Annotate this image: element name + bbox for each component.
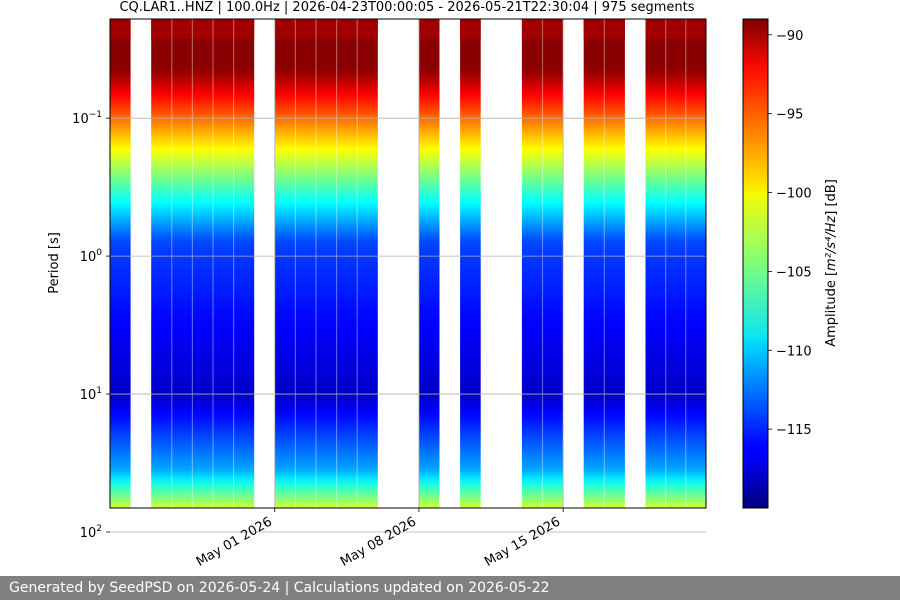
data-segment [583, 19, 625, 508]
segment-fill [645, 19, 706, 508]
chart-title: CQ.LAR1..HNZ | 100.0Hz | 2026-04-23T00:0… [119, 0, 694, 15]
data-segment [151, 19, 255, 508]
colorbar-label-prefix: Amplitude [ [824, 271, 839, 347]
colorbar-tick-label: −100 [776, 187, 812, 202]
x-tick-label: May 15 2026 [482, 514, 563, 569]
data-segment [418, 19, 440, 508]
footer-bar: Generated by SeedPSD on 2026-05-24 | Cal… [0, 576, 900, 600]
y-axis-label: Period [s] [47, 232, 62, 294]
y-tick-exponent: 0 [96, 248, 102, 258]
data-segment [521, 19, 564, 508]
y-tick-label: 101 [80, 386, 102, 403]
segment-top-band [274, 19, 378, 39]
data-segment [274, 19, 378, 508]
y-tick-exponent: 2 [96, 524, 102, 534]
segment-fill [110, 19, 131, 508]
segment-fill [521, 19, 564, 508]
colorbar-label-unit: m²/s⁴/Hz [824, 215, 839, 271]
colorbar-ticks: −90 −95 −100 −105 −110 −115 [768, 29, 812, 438]
segment-top-band [418, 19, 440, 39]
y-tick-base: 10 [80, 388, 97, 403]
x-axis: May 01 2026 May 08 2026 May 15 2026 [194, 508, 564, 570]
data-segments [110, 19, 706, 508]
colorbar-gradient [742, 18, 769, 509]
colorbar-tick-label: −105 [776, 265, 812, 280]
segment-fill [583, 19, 625, 508]
segment-top-band [645, 19, 706, 39]
colorbar-label-suffix: ] [dB] [824, 179, 839, 216]
x-tick-label: May 08 2026 [338, 514, 419, 569]
colorbar-tick-label: −95 [776, 108, 803, 123]
plot-frame [109, 18, 707, 509]
segment-fill [418, 19, 440, 508]
grid-lines [110, 19, 706, 533]
data-segment [460, 19, 481, 508]
colorbar: −90 −95 −100 −105 −110 −115 Amplitude [m²/s⁴/… [742, 18, 839, 509]
footer-text: Generated by SeedPSD on 2026-05-24 | Cal… [9, 580, 550, 596]
y-tick-base: 10 [72, 112, 89, 127]
segment-fill [460, 19, 481, 508]
y-tick-base: 10 [80, 526, 97, 541]
data-segment [110, 19, 131, 508]
segment-fill [274, 19, 378, 508]
segment-fill [151, 19, 255, 508]
y-tick-exponent: −1 [89, 110, 102, 120]
colorbar-tick-label: −90 [776, 29, 803, 44]
segment-top-band [583, 19, 625, 39]
spectrogram-chart: CQ.LAR1..HNZ | 100.0Hz | 2026-04-23T00:0… [47, 0, 839, 570]
segment-top-band [151, 19, 255, 39]
data-segment [645, 19, 706, 508]
colorbar-tick-label: −110 [776, 344, 812, 359]
colorbar-label: Amplitude [m²/s⁴/Hz] [dB] [824, 179, 839, 347]
y-tick-label: 102 [80, 524, 102, 541]
segment-top-band [460, 19, 481, 39]
segment-top-band [521, 19, 564, 39]
colorbar-tick-label: −115 [776, 423, 812, 438]
y-tick-exponent: 1 [96, 386, 102, 396]
x-tick-label: May 01 2026 [194, 514, 275, 569]
y-tick-base: 10 [80, 250, 97, 265]
y-tick-label: 10−1 [72, 110, 102, 127]
segment-top-band [110, 19, 131, 39]
y-tick-label: 100 [80, 248, 103, 265]
